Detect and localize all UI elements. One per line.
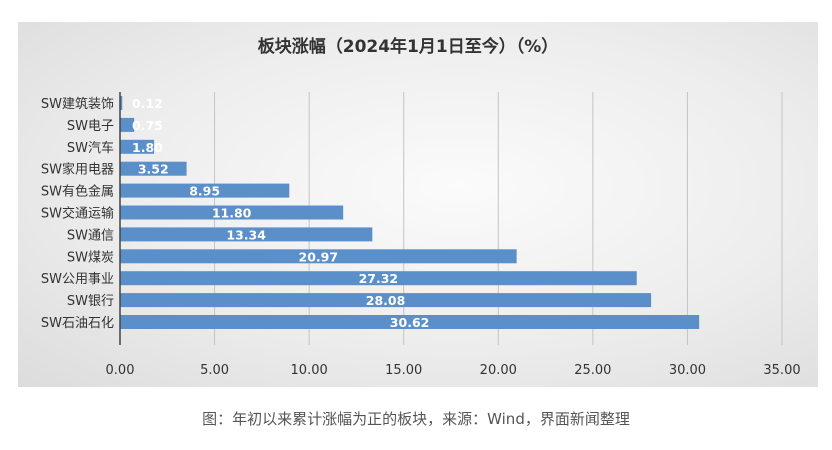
x-tick-label: 35.00	[763, 363, 800, 378]
data-label: 0.12	[132, 96, 163, 111]
bar	[120, 315, 700, 329]
data-label: 11.80	[212, 206, 252, 221]
chart-title: 板块涨幅（2024年1月1日至今）（%）	[258, 36, 559, 57]
data-label: 0.75	[132, 118, 163, 133]
x-tick-label: 20.00	[480, 363, 517, 378]
x-tick-labels: 0.00 5.00 10.00 15.00 20.00 25.00 30.00 35.00	[106, 363, 801, 378]
bar	[120, 96, 123, 110]
category-labels: SW建筑装饰 SW电子 SW汽车 SW家用电器 SW有色金属 SW交通运输 SW通信 SW煤炭…	[41, 96, 114, 331]
data-label: 27.32	[359, 271, 399, 286]
category-label: SW通信	[67, 228, 114, 243]
category-label: SW石油石化	[41, 316, 114, 331]
data-label: 30.62	[390, 315, 430, 330]
data-label: 28.08	[366, 293, 406, 308]
data-label: 3.52	[138, 162, 169, 177]
x-tick-label: 15.00	[385, 363, 422, 378]
x-tick-label: 25.00	[574, 363, 611, 378]
data-labels: 0.12 0.75 1.80 3.52 8.95 11.80 13.34 20.97 27.32…	[132, 96, 429, 330]
grid-lines	[214, 92, 783, 345]
x-tick-label: 0.00	[106, 363, 135, 378]
chart-panel: 板块涨幅（2024年1月1日至今）（%） 0.12 0.75 1.80 3.52 8.9…	[18, 22, 818, 387]
data-label: 20.97	[299, 249, 339, 264]
category-label: SW汽车	[67, 140, 114, 156]
bar	[120, 183, 290, 198]
figure-caption: 图：年初以来累计涨幅为正的板块，来源：Wind，界面新闻整理	[202, 410, 630, 428]
bar	[120, 117, 135, 132]
bar	[120, 249, 517, 264]
bar	[120, 227, 373, 242]
bars	[120, 96, 700, 329]
x-tick-label: 10.00	[291, 363, 328, 378]
category-label: SW建筑装饰	[41, 96, 114, 112]
x-tick-label: 30.00	[669, 363, 706, 378]
bar	[120, 271, 637, 286]
data-label: 13.34	[226, 227, 266, 242]
data-label: 1.80	[132, 140, 163, 155]
bar	[120, 293, 652, 308]
category-label: SW煤炭	[67, 250, 114, 265]
bar-chart: 板块涨幅（2024年1月1日至今）（%） 0.12 0.75 1.80 3.52 8.9…	[41, 36, 801, 378]
bar	[120, 139, 155, 154]
category-label: SW电子	[67, 119, 114, 134]
category-label: SW公用事业	[41, 272, 114, 287]
category-label: SW银行	[67, 294, 114, 309]
data-label: 8.95	[189, 184, 220, 199]
bar	[120, 205, 344, 220]
category-label: SW有色金属	[41, 184, 114, 200]
category-label: SW交通运输	[41, 206, 114, 222]
category-label: SW家用电器	[41, 162, 114, 178]
bar	[120, 161, 187, 176]
x-tick-label: 5.00	[200, 363, 229, 378]
